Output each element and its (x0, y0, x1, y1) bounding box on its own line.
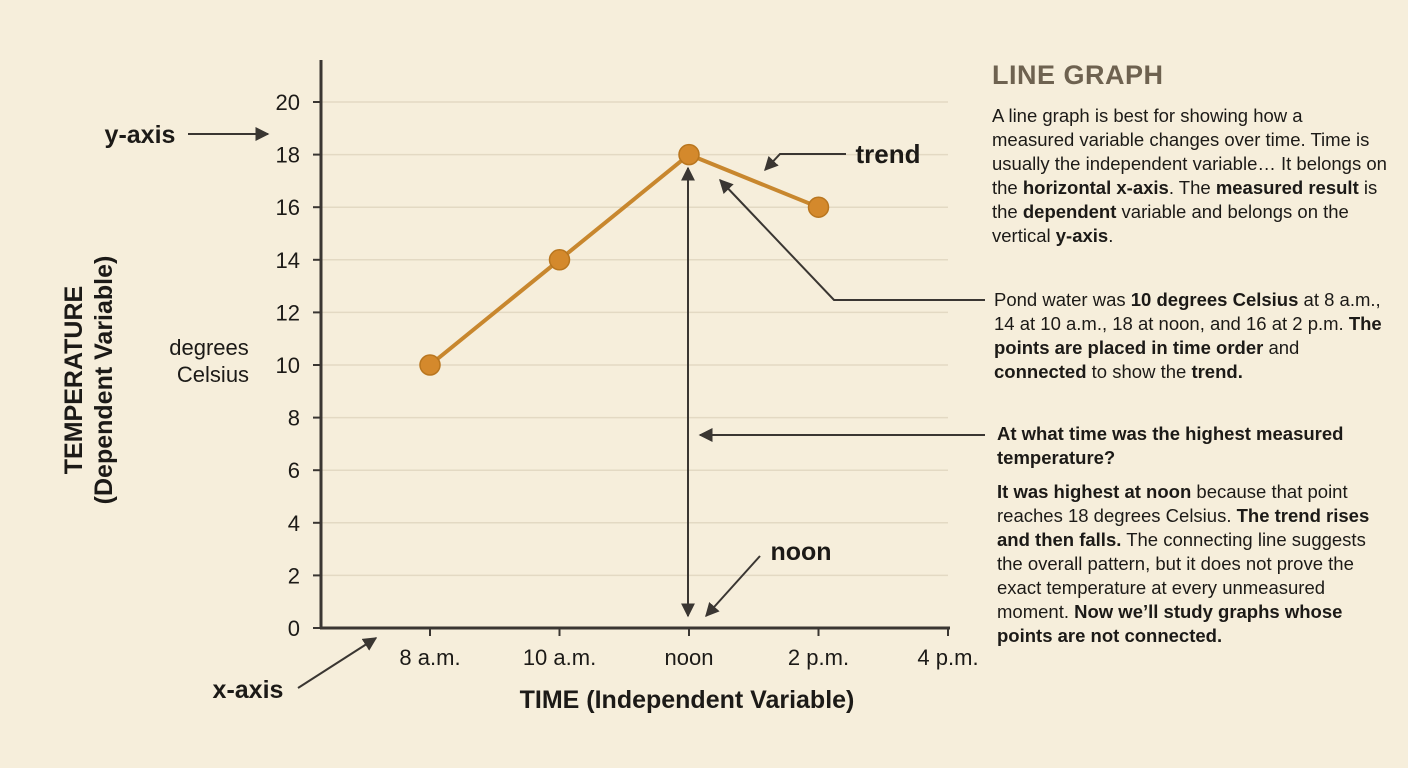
text-run: . (1108, 225, 1114, 246)
gridlines (322, 101, 948, 577)
bold-run: 10 degrees Celsius (1130, 289, 1299, 310)
question-paragraph: At what time was the highest measured te… (997, 423, 1344, 468)
x-axis-pointer-arrow (297, 637, 378, 689)
y-tick-label: 16 (276, 195, 300, 220)
bold-run: dependent (1022, 201, 1117, 222)
y-tick-label: 10 (276, 353, 300, 378)
y-tick-label: 4 (288, 511, 300, 536)
text-run: variable and belongs on the vertical (992, 201, 1349, 246)
pond-text-arrow (719, 178, 985, 301)
y-tick-label: 0 (288, 616, 300, 641)
text-run: Pond water was (994, 289, 1131, 310)
x-tick-label: 4 p.m. (917, 645, 978, 670)
bold-run: y-axis (1055, 225, 1109, 246)
y-tick-label: 14 (276, 248, 300, 273)
series-line (428, 152, 820, 367)
y-axis-title: TEMPERATURE (60, 286, 88, 474)
bold-run: The trend rises and then falls. (997, 505, 1370, 550)
data-point (678, 143, 700, 166)
text-run: is the (992, 177, 1378, 222)
text-run: The connecting line suggests the overall… (997, 529, 1366, 622)
bold-run: horizontal x-axis (1022, 177, 1169, 198)
answer-paragraph: It was highest at noon because that poin… (997, 480, 1392, 648)
bold-run: trend. (1191, 361, 1243, 382)
bold-run: The points are placed in time order (994, 313, 1382, 358)
panel-title: LINE GRAPH (992, 60, 1164, 90)
annotation-arrows (188, 127, 985, 689)
text-run: . The (1168, 177, 1216, 198)
intro-paragraph: A line graph is best for showing how a m… (992, 104, 1387, 248)
x-tick-label: noon (665, 645, 714, 670)
trend-pointer-arrow (764, 153, 846, 172)
data-points (419, 143, 830, 376)
x-axis-title: TIME (Independent Variable) (520, 686, 855, 714)
x-tick-label: 2 p.m. (788, 645, 849, 670)
bold-run: connected (994, 361, 1087, 382)
y-tick-label: 2 (288, 563, 300, 588)
unit-label-celsius: Celsius (177, 362, 249, 387)
x-tick-label: 8 a.m. (399, 645, 460, 670)
unit-label-degrees: degrees (169, 335, 249, 360)
y-axis-subtitle: (Dependent Variable) (90, 256, 118, 505)
data-point (807, 196, 830, 218)
bold-run: measured result (1215, 177, 1359, 198)
text-run: and (1263, 337, 1300, 358)
y-tick-label: 12 (276, 300, 300, 325)
y-tick-label: 8 (288, 406, 300, 431)
x-tick-labels: 8 a.m. 10 a.m. noon 2 p.m. 4 p.m. (399, 628, 979, 670)
y-axis-annotation: y-axis (105, 121, 176, 149)
bold-run: Now we’ll study graphs whose points are … (997, 601, 1343, 646)
y-tick-label: 20 (276, 90, 300, 115)
noon-annotation: noon (770, 538, 831, 566)
x-axis-annotation: x-axis (213, 676, 284, 704)
pond-data-paragraph: Pond water was 10 degrees Celsius at 8 a… (994, 288, 1384, 384)
data-point (548, 249, 571, 271)
y-tick-label: 6 (288, 458, 300, 483)
y-tick-labels: 0 2 4 6 8 10 12 14 16 18 20 (276, 90, 321, 641)
text-run: A line graph is best for showing how a m… (992, 105, 1387, 198)
data-point (419, 354, 441, 376)
bold-run: It was highest at noon (997, 481, 1192, 502)
trend-annotation: trend (856, 139, 921, 169)
text-run: at 8 a.m., 14 at 10 a.m., 18 at noon, an… (994, 289, 1381, 334)
explanation-panel: LINE GRAPH A line graph is best for show… (992, 60, 1392, 646)
y-tick-label: 18 (276, 143, 300, 168)
x-tick-label: 10 a.m. (523, 645, 596, 670)
text-run: to show the (1086, 361, 1192, 382)
noon-label-arrow (705, 555, 761, 618)
text-run: because that point reaches 18 degrees Ce… (997, 481, 1348, 526)
